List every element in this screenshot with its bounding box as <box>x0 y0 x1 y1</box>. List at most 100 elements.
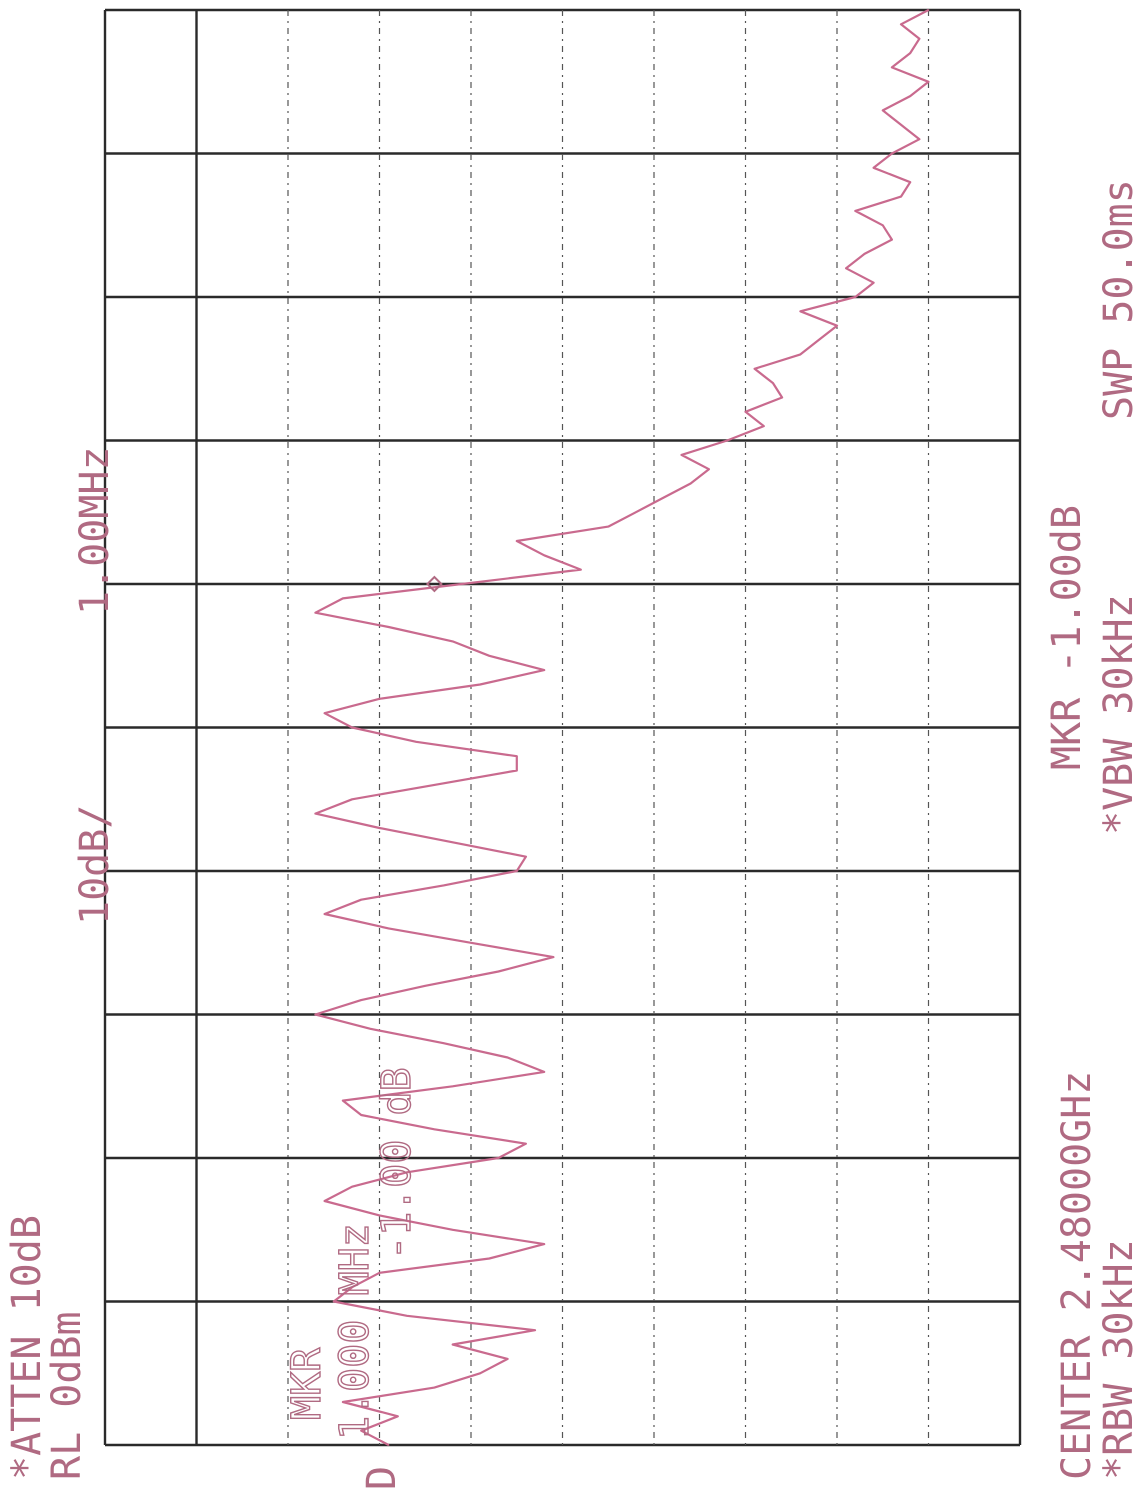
trace-point <box>314 1013 317 1016</box>
trace-point <box>891 238 893 241</box>
trace-point <box>580 568 582 571</box>
trace-point <box>433 784 436 786</box>
trace-point <box>378 698 381 700</box>
trace-point <box>342 597 344 600</box>
marker-annotation-line2: 1.000 MHz <box>332 1223 378 1440</box>
trace-point <box>817 339 820 341</box>
trace-point <box>882 224 884 227</box>
trace-point <box>534 1329 536 1331</box>
trace-point <box>543 1243 545 1245</box>
trace-point <box>744 411 747 413</box>
trace-point <box>689 482 692 485</box>
trace-point <box>900 23 902 26</box>
trace-point <box>900 124 902 126</box>
trace-point <box>351 1286 353 1288</box>
trace-point <box>461 583 463 585</box>
trace-point <box>726 439 728 442</box>
trace-point <box>497 1157 500 1159</box>
trace-point <box>314 611 317 614</box>
trace-point <box>342 1099 344 1102</box>
trace-point <box>442 1042 445 1044</box>
trace-point <box>918 37 921 40</box>
trace-point <box>909 95 911 97</box>
trace-point <box>378 1214 381 1217</box>
trace-point <box>497 970 500 973</box>
trace-point <box>918 138 921 140</box>
marker-freq-label: 1.00MHz <box>72 446 118 615</box>
trace-point <box>369 1028 372 1030</box>
trace-point <box>323 1200 326 1202</box>
trace-point <box>516 755 518 757</box>
trace-point <box>845 267 847 270</box>
trace-point <box>488 1257 491 1260</box>
trace-point <box>872 167 875 169</box>
trace-point <box>525 1142 527 1145</box>
trace-point <box>927 81 930 83</box>
trace-point <box>900 195 902 198</box>
trace-point <box>488 655 491 657</box>
trace-point <box>763 425 765 427</box>
trace-point <box>360 1114 363 1116</box>
trace-point <box>387 927 390 930</box>
trace-point <box>753 368 756 370</box>
trace-point <box>552 956 555 958</box>
trace-point <box>479 1372 481 1375</box>
trace-point <box>680 454 683 456</box>
trace-point <box>799 310 802 313</box>
trace-point <box>333 1300 335 1303</box>
trace-point <box>397 1415 399 1418</box>
rbw-label: *RBW 30kHz <box>1096 1239 1142 1480</box>
trace-point <box>451 1085 454 1088</box>
atten-label: *ATTEN 10dB <box>4 1215 50 1480</box>
trace-point <box>662 497 664 499</box>
ref-level-label: RL 0dBm <box>44 1311 90 1480</box>
trace-point <box>451 1343 454 1346</box>
trace-point <box>314 812 317 815</box>
trace-point <box>543 669 545 671</box>
graticule <box>103 8 1022 1447</box>
marker-annotation-line3: -1.00 dB <box>374 1067 420 1260</box>
trace-point <box>854 210 857 212</box>
marker-readout-label: MKR -1.00dB <box>1044 505 1090 770</box>
trace-point <box>451 841 454 844</box>
trace-point <box>406 1315 408 1317</box>
trace-point <box>799 353 802 356</box>
trace-point <box>607 525 610 528</box>
trace-point <box>909 181 911 183</box>
trace-point <box>433 1386 436 1389</box>
trace-point <box>470 942 472 944</box>
trace-point <box>882 109 884 112</box>
scale-label: 10dB/ <box>72 805 118 925</box>
trace-point <box>351 726 353 729</box>
trace-point <box>323 913 326 915</box>
trace-point <box>360 898 363 901</box>
marker-annotation-line1: MKR <box>284 1347 330 1420</box>
trace-point <box>451 1229 454 1231</box>
vbw-label: *VBW 30kHz <box>1096 594 1142 835</box>
trace-point <box>378 1272 381 1274</box>
marker-diamond <box>425 575 443 593</box>
trace-point <box>323 712 326 714</box>
trace-point <box>360 999 363 1001</box>
trace-point <box>387 626 390 628</box>
trace-point <box>708 468 710 471</box>
display-line-symbol: D <box>359 1466 405 1490</box>
trace-point <box>516 870 518 872</box>
trace-point <box>772 382 774 384</box>
trace-point <box>525 855 527 858</box>
trace-point <box>872 281 875 284</box>
trace-point <box>909 52 911 54</box>
trace-point <box>891 152 893 155</box>
trace-group <box>314 9 930 1446</box>
center-freq-label: CENTER 2.48000GHz <box>1054 1071 1100 1480</box>
trace-point <box>781 396 783 399</box>
trace-point <box>360 1429 363 1432</box>
trace-point <box>863 253 866 255</box>
trace-point <box>634 511 637 514</box>
trace-point <box>854 296 857 298</box>
trace-point <box>543 1071 545 1073</box>
trace-point <box>433 1128 436 1131</box>
trace-point <box>891 66 893 69</box>
trace-point <box>387 1444 390 1446</box>
